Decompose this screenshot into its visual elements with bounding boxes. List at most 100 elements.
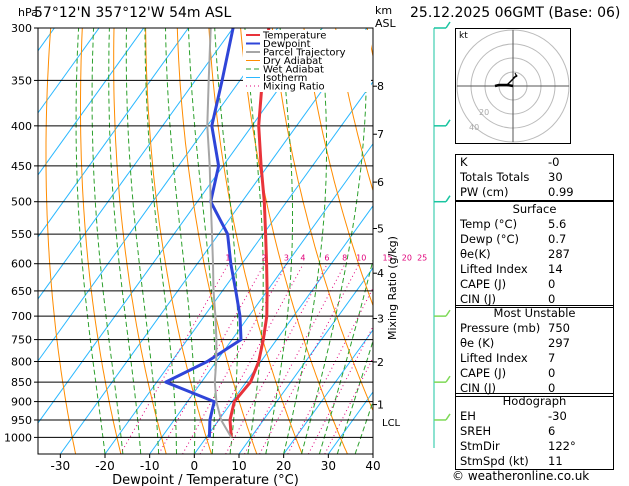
mixing-ratio-label: 15 (382, 254, 392, 263)
mixing-ratio-line (259, 263, 360, 454)
surface-row: Temp (°C) 5.6 (460, 217, 567, 231)
index-row-pw: PW (cm) 0.99 (460, 185, 574, 199)
isotherm-line (38, 28, 189, 238)
wet-adiabat-line (244, 28, 264, 454)
dry-adiabat-line (113, 28, 167, 454)
dry-adiabat-line (45, 28, 77, 454)
location-title: 57°12'N 357°12'W 54m ASL (34, 5, 232, 21)
surface-row: Lifted Index 14 (460, 262, 563, 276)
most-unstable-row: θe (K) 297 (460, 336, 570, 350)
mixing-ratio-label: 4 (300, 254, 305, 263)
pressure-tick-label: 450 (11, 160, 32, 173)
isotherm-line (104, 80, 373, 454)
pressure-tick-label: 300 (11, 22, 32, 35)
isotherm-line (38, 28, 323, 424)
mixing-ratio-line (182, 263, 288, 454)
mixing-ratio-line (225, 263, 328, 454)
wet-adiabat-line (125, 28, 160, 454)
parcel-trajectory-line (206, 28, 233, 438)
isotherm-line (283, 329, 373, 454)
km-tick-label: 6 (377, 176, 384, 189)
isotherm-line (38, 28, 234, 300)
pressure-tick-label: 800 (11, 356, 32, 369)
mixing-ratio-label: 1 (225, 254, 230, 263)
most-unstable-row: Lifted Index 7 (460, 351, 556, 365)
mixing-ratio-label: 2 (262, 254, 267, 263)
wet-adiabat-line (265, 28, 294, 454)
hodograph-row: StmDir 122° (460, 439, 576, 453)
mixing-ratio-line (119, 263, 229, 454)
hodograph-row: SREH 6 (460, 424, 556, 438)
temperature-tick-label: 0 (191, 459, 199, 473)
hodograph-row: StmSpd (kt) 11 (460, 454, 563, 468)
wind-barb-flag (445, 119, 451, 127)
surface-table: Surface Temp (°C) 5.6 Dewp (°C) 0.7 θe(K) 2… (455, 201, 614, 308)
pressure-axis-label: hPa (18, 6, 38, 19)
wet-adiabat-line (283, 28, 327, 454)
wet-adiabat-line (144, 28, 177, 454)
mixing-ratio-label: 6 (324, 254, 329, 263)
legend-entry: Dewpoint (263, 39, 311, 50)
wet-adiabat-line (214, 28, 239, 454)
km-tick-label: 1 (377, 399, 384, 412)
mixing-ratio-label: 10 (356, 254, 366, 263)
dewpoint-line (164, 28, 243, 438)
km-tick-label: 5 (377, 223, 384, 236)
mixing-ratio-label: 8 (342, 254, 347, 263)
surface-row: Dewp (°C) 0.7 (460, 232, 567, 246)
hodograph-table: Hodograph EH -30 SREH 6 StmDir 122° StmSpd … (455, 393, 614, 470)
temperature-tick-label: 40 (365, 459, 380, 473)
legend-entry: Isotherm (263, 73, 307, 84)
most-unstable-row: CAPE (J) 0 (460, 366, 556, 380)
wet-adiabat-line (108, 28, 142, 454)
copyright-text: © weatheronline.co.uk (452, 469, 590, 483)
isotherm-line (193, 204, 373, 454)
hodograph-ring-label: 20 (479, 108, 489, 117)
km-tick-label: 4 (377, 267, 384, 280)
hodograph-row: EH -30 (460, 409, 567, 423)
mixing-ratio-label: 25 (417, 254, 427, 263)
temperature-tick-label: -10 (140, 459, 160, 473)
dry-adiabat-line (621, 28, 629, 454)
pressure-tick-label: 850 (11, 376, 32, 389)
legend-entry: Temperature (262, 31, 326, 42)
mixing-ratio-label: 20 (402, 254, 412, 263)
hodograph-title: Hodograph (502, 394, 567, 408)
wind-barb-flag (445, 195, 451, 203)
temperature-line (228, 28, 271, 438)
legend-entry: Mixing Ratio (263, 82, 325, 93)
surface-row: CAPE (J) 0 (460, 277, 556, 291)
km-asl-label: ASL (375, 17, 397, 30)
wind-barb-flag (445, 21, 451, 29)
lcl-label: LCL (382, 418, 401, 429)
indices-table: K -0 Totals Totals 30 PW (cm) 0.99 (455, 154, 614, 201)
most-unstable-row: CIN (J) 0 (460, 381, 556, 395)
pressure-tick-label: 900 (11, 396, 32, 409)
wet-adiabat-line (318, 257, 373, 454)
index-row-k: K -0 (460, 155, 560, 169)
dry-adiabat-line (145, 28, 212, 454)
temperature-tick-label: 10 (231, 459, 246, 473)
wet-adiabat-line (75, 28, 106, 454)
hodograph-ring-label: 40 (469, 123, 479, 132)
temperature-tick-label: -20 (95, 459, 115, 473)
legend-entry: Wet Adiabat (263, 65, 324, 76)
isotherm-line (149, 142, 373, 454)
wind-barb-flag (445, 309, 451, 317)
km-tick-label: 7 (377, 128, 384, 141)
most-unstable-table: Most Unstable Pressure (mb) 750 θe (K) 297… (455, 305, 614, 397)
dry-adiabat-line (208, 28, 303, 454)
pressure-tick-label: 750 (11, 334, 32, 347)
temperature-tick-label: -30 (51, 459, 71, 473)
legend-background (243, 30, 371, 92)
legend-entry: Dry Adiabat (263, 56, 322, 67)
most-unstable-row: Pressure (mb) 750 (460, 321, 570, 335)
mixing-ratio-line (324, 356, 373, 454)
surface-row: θe(K) 287 (460, 247, 570, 261)
pressure-tick-label: 400 (11, 120, 32, 133)
hodograph-unit: kt (459, 31, 468, 41)
index-row-totals: Totals Totals 30 (460, 170, 563, 184)
mixing-ratio-axis-title: Mixing Ratio (g/kg) (386, 236, 399, 340)
km-tick-label: 3 (377, 313, 384, 326)
